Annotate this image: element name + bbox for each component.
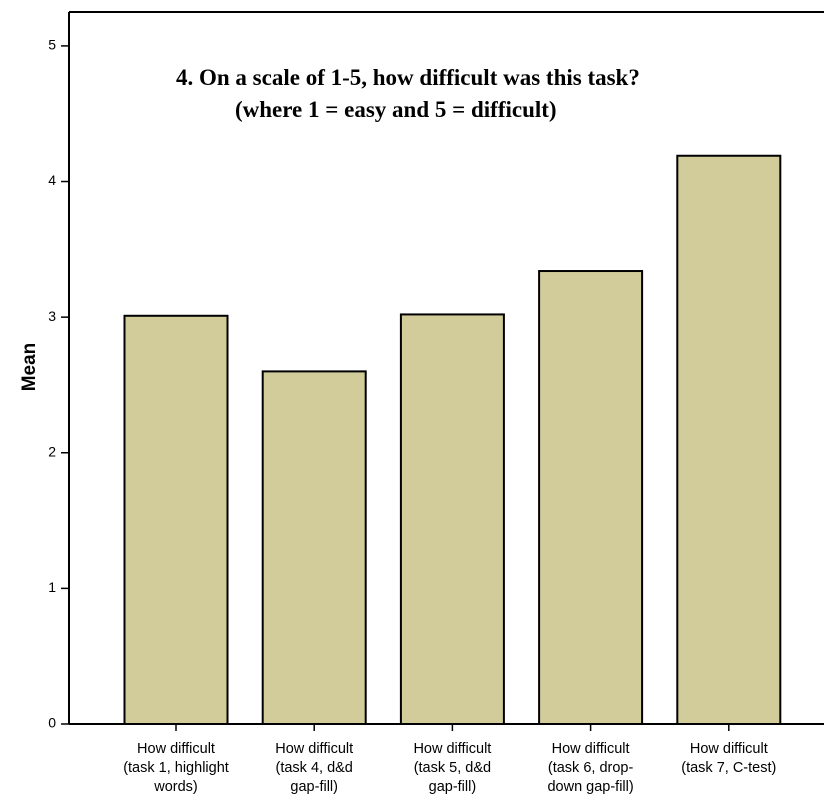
x-tick-label-line: How difficult [137, 741, 215, 757]
y-tick-label: 5 [48, 37, 56, 53]
bar [123, 314, 229, 725]
y-tick-label: 3 [48, 308, 56, 324]
x-axis: How difficult (task 1, highlight words)How… [69, 723, 824, 795]
chart-title-line-1: 4. On a scale of 1-5, how difficult was … [176, 65, 640, 90]
y-tick-label: 0 [48, 715, 56, 731]
x-tick-label-line: (task 7, C-test) [681, 760, 776, 776]
x-tick-label: How difficult (task 6, drop-down gap-fill… [547, 741, 633, 795]
y-axis: 0 1 2 3 4 5 [48, 37, 69, 731]
x-tick-label-line: gap-fill) [429, 779, 477, 795]
x-tick-label-line: gap-fill) [290, 779, 338, 795]
x-tick-label-line: How difficult [413, 741, 491, 757]
x-tick-label-line: How difficult [552, 741, 630, 757]
x-tick-label-line: words) [153, 779, 198, 795]
x-tick-label-line: (task 6, drop- [548, 760, 634, 776]
x-tick-label: How difficult (task 1, highlight words) [123, 741, 229, 795]
bar [399, 313, 505, 725]
chart-title-line-2: (where 1 = easy and 5 = difficult) [235, 97, 557, 122]
x-tick-label: How difficult (task 5, d&d gap-fill) [413, 741, 491, 795]
bar [538, 270, 644, 725]
x-tick-label-line: (task 5, d&d [414, 760, 491, 776]
y-tick-label: 4 [48, 172, 56, 188]
x-tick-label-line: down gap-fill) [547, 779, 633, 795]
plot-frame [68, 11, 824, 724]
bar [261, 370, 367, 725]
x-tick-label: How difficult (task 7, C-test) [681, 741, 776, 776]
y-tick-label: 1 [48, 579, 56, 595]
x-tick-label-line: How difficult [690, 741, 768, 757]
x-tick-label-line: (task 1, highlight [123, 760, 229, 776]
bar [676, 154, 782, 726]
y-tick-label: 2 [48, 443, 56, 459]
x-tick-label-line: (task 4, d&d [276, 760, 353, 776]
bars [123, 154, 782, 726]
x-tick-label-line: How difficult [275, 741, 353, 757]
y-axis-label: Mean [19, 343, 40, 392]
x-tick-label: How difficult (task 4, d&d gap-fill) [275, 741, 353, 795]
